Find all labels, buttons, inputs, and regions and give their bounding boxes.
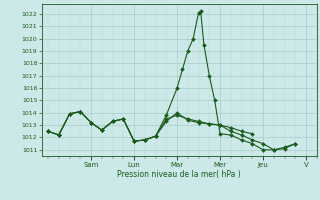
X-axis label: Pression niveau de la mer( hPa ): Pression niveau de la mer( hPa ) xyxy=(117,170,241,179)
